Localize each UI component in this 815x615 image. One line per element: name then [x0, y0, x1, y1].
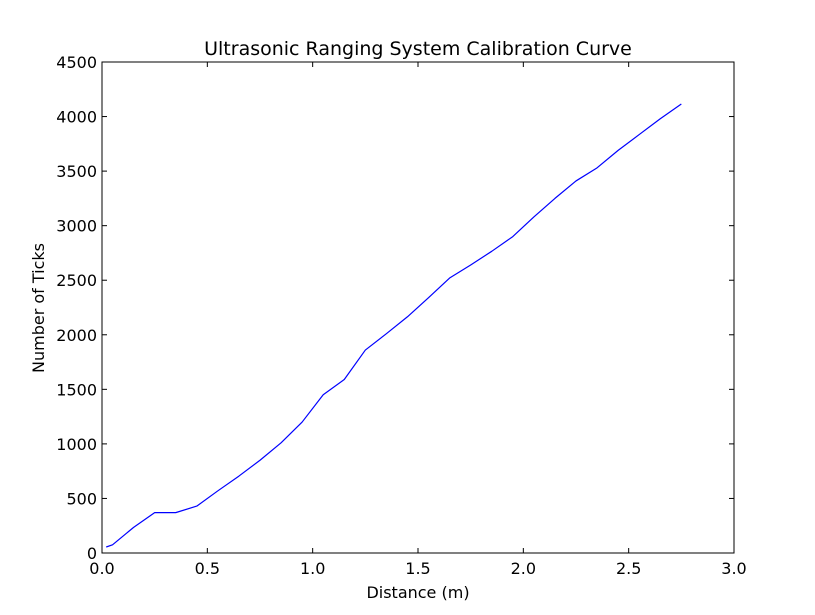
series-line: [106, 103, 682, 548]
y-tick-label: 4000: [56, 108, 97, 127]
x-tick-label: 1.0: [300, 559, 325, 578]
y-tick-label: 0: [87, 544, 97, 563]
y-tick-label: 2000: [56, 326, 97, 345]
axis-ticks: [101, 61, 735, 554]
x-tick-label: 1.5: [405, 559, 430, 578]
y-tick-label: 1500: [56, 380, 97, 399]
x-tick-label: 0.0: [89, 559, 114, 578]
x-tick-label: 2.0: [511, 559, 536, 578]
tick-labels: 0.0 0.5 1.0 1.5 2.0 2.5 3.0 0 500 1000 1500 2000 250…: [56, 53, 746, 578]
y-tick-label: 4500: [56, 53, 97, 72]
x-tick-label: 3.0: [721, 559, 746, 578]
x-axis-label: Distance (m): [366, 583, 469, 602]
y-tick-label: 1000: [56, 435, 97, 454]
y-tick-label: 500: [66, 489, 97, 508]
y-tick-label: 3000: [56, 217, 97, 236]
chart-title: Ultrasonic Ranging System Calibration Cu…: [204, 38, 632, 60]
y-tick-label: 2500: [56, 271, 97, 290]
x-tick-label: 2.5: [616, 559, 641, 578]
series-layer: [106, 103, 682, 548]
x-tick-label: 0.5: [195, 559, 220, 578]
y-axis-label: Number of Ticks: [29, 243, 48, 373]
y-tick-label: 3500: [56, 162, 97, 181]
